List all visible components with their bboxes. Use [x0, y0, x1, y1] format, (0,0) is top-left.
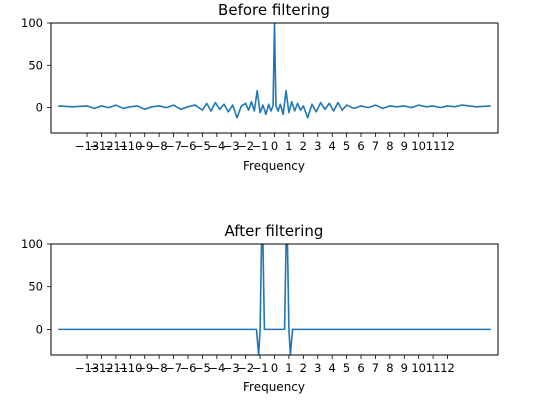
x-tick-label: −4 — [208, 361, 225, 375]
x-tick-label: −5 — [194, 361, 211, 375]
y-tick-label: 100 — [21, 16, 43, 30]
x-tick-label: −11 — [104, 361, 128, 375]
x-tick-label: 4 — [329, 361, 336, 375]
x-tick-label: 8 — [386, 139, 393, 153]
x-tick-label: −9 — [136, 139, 153, 153]
x-tick-label: −13 — [75, 139, 99, 153]
x-tick-label: −10 — [118, 361, 142, 375]
x-tick-label: 0 — [271, 139, 278, 153]
chart-title: Before filtering — [218, 1, 330, 19]
x-tick-label: 10 — [411, 361, 426, 375]
y-axis: 0 50 100 — [21, 16, 51, 115]
x-tick-label: −9 — [136, 361, 153, 375]
y-tick-label: 50 — [28, 58, 43, 72]
x-tick-label: −2 — [237, 361, 254, 375]
x-tick-label: 0 — [271, 361, 278, 375]
x-tick-label: −5 — [194, 139, 211, 153]
axes-frame — [50, 22, 499, 134]
x-axis-label: Frequency — [243, 159, 305, 173]
x-tick-label: −2 — [237, 139, 254, 153]
x-tick-label: 6 — [357, 361, 364, 375]
series-line — [58, 23, 491, 119]
x-tick-label: 5 — [343, 361, 350, 375]
x-tick-label: −8 — [151, 361, 168, 375]
x-axis: −13−12−11−10−9−8−7−6−5−4−3−2−1 0 1 2 3 4 5 6 7 8 9… — [75, 355, 455, 375]
x-tick-label: −3 — [223, 139, 240, 153]
chart-title: After filtering — [225, 222, 324, 240]
x-tick-label: −11 — [104, 139, 128, 153]
x-tick-label: −3 — [223, 361, 240, 375]
x-tick-label: 3 — [314, 139, 321, 153]
y-tick-label: 0 — [36, 101, 43, 115]
y-tick-label: 50 — [28, 280, 43, 294]
y-tick-label: 0 — [36, 322, 43, 336]
x-tick-label: −6 — [180, 361, 197, 375]
x-tick-label: 9 — [401, 139, 408, 153]
x-tick-label: −8 — [151, 139, 168, 153]
x-tick-label: 11 — [426, 139, 441, 153]
x-tick-label: 6 — [357, 139, 364, 153]
x-tick-label: −1 — [252, 139, 269, 153]
x-tick-label: 1 — [285, 139, 292, 153]
x-tick-label: −12 — [89, 361, 113, 375]
y-tick-label: 100 — [21, 237, 43, 251]
x-tick-label: −7 — [165, 361, 182, 375]
y-axis: 0 50 100 — [21, 237, 51, 336]
x-axis: −13−12−11−10−9−8−7−6−5−4−3−2−1 0 1 2 3 4 5 6 7 8 9… — [75, 133, 455, 153]
x-tick-label: 12 — [440, 139, 455, 153]
x-tick-label: 12 — [440, 361, 455, 375]
x-tick-label: −13 — [75, 361, 99, 375]
x-tick-label: −4 — [208, 139, 225, 153]
axes-frame — [50, 243, 499, 356]
x-tick-label: −1 — [252, 361, 269, 375]
x-tick-label: −10 — [118, 139, 142, 153]
plot-area — [58, 23, 491, 119]
x-tick-label: 1 — [285, 361, 292, 375]
x-tick-label: 5 — [343, 139, 350, 153]
x-tick-label: −6 — [180, 139, 197, 153]
series-line — [58, 244, 491, 355]
x-tick-label: 4 — [329, 139, 336, 153]
plot-area — [58, 244, 491, 355]
x-tick-label: 7 — [372, 139, 379, 153]
x-tick-label: 10 — [411, 139, 426, 153]
x-tick-label: 3 — [314, 361, 321, 375]
x-tick-label: 2 — [300, 361, 307, 375]
x-tick-label: −12 — [89, 139, 113, 153]
x-tick-label: 7 — [372, 361, 379, 375]
x-tick-label: −7 — [165, 139, 182, 153]
x-tick-label: 9 — [401, 361, 408, 375]
x-tick-label: 11 — [426, 361, 441, 375]
x-axis-label: Frequency — [243, 380, 305, 394]
x-tick-label: 2 — [300, 139, 307, 153]
x-tick-label: 8 — [386, 361, 393, 375]
